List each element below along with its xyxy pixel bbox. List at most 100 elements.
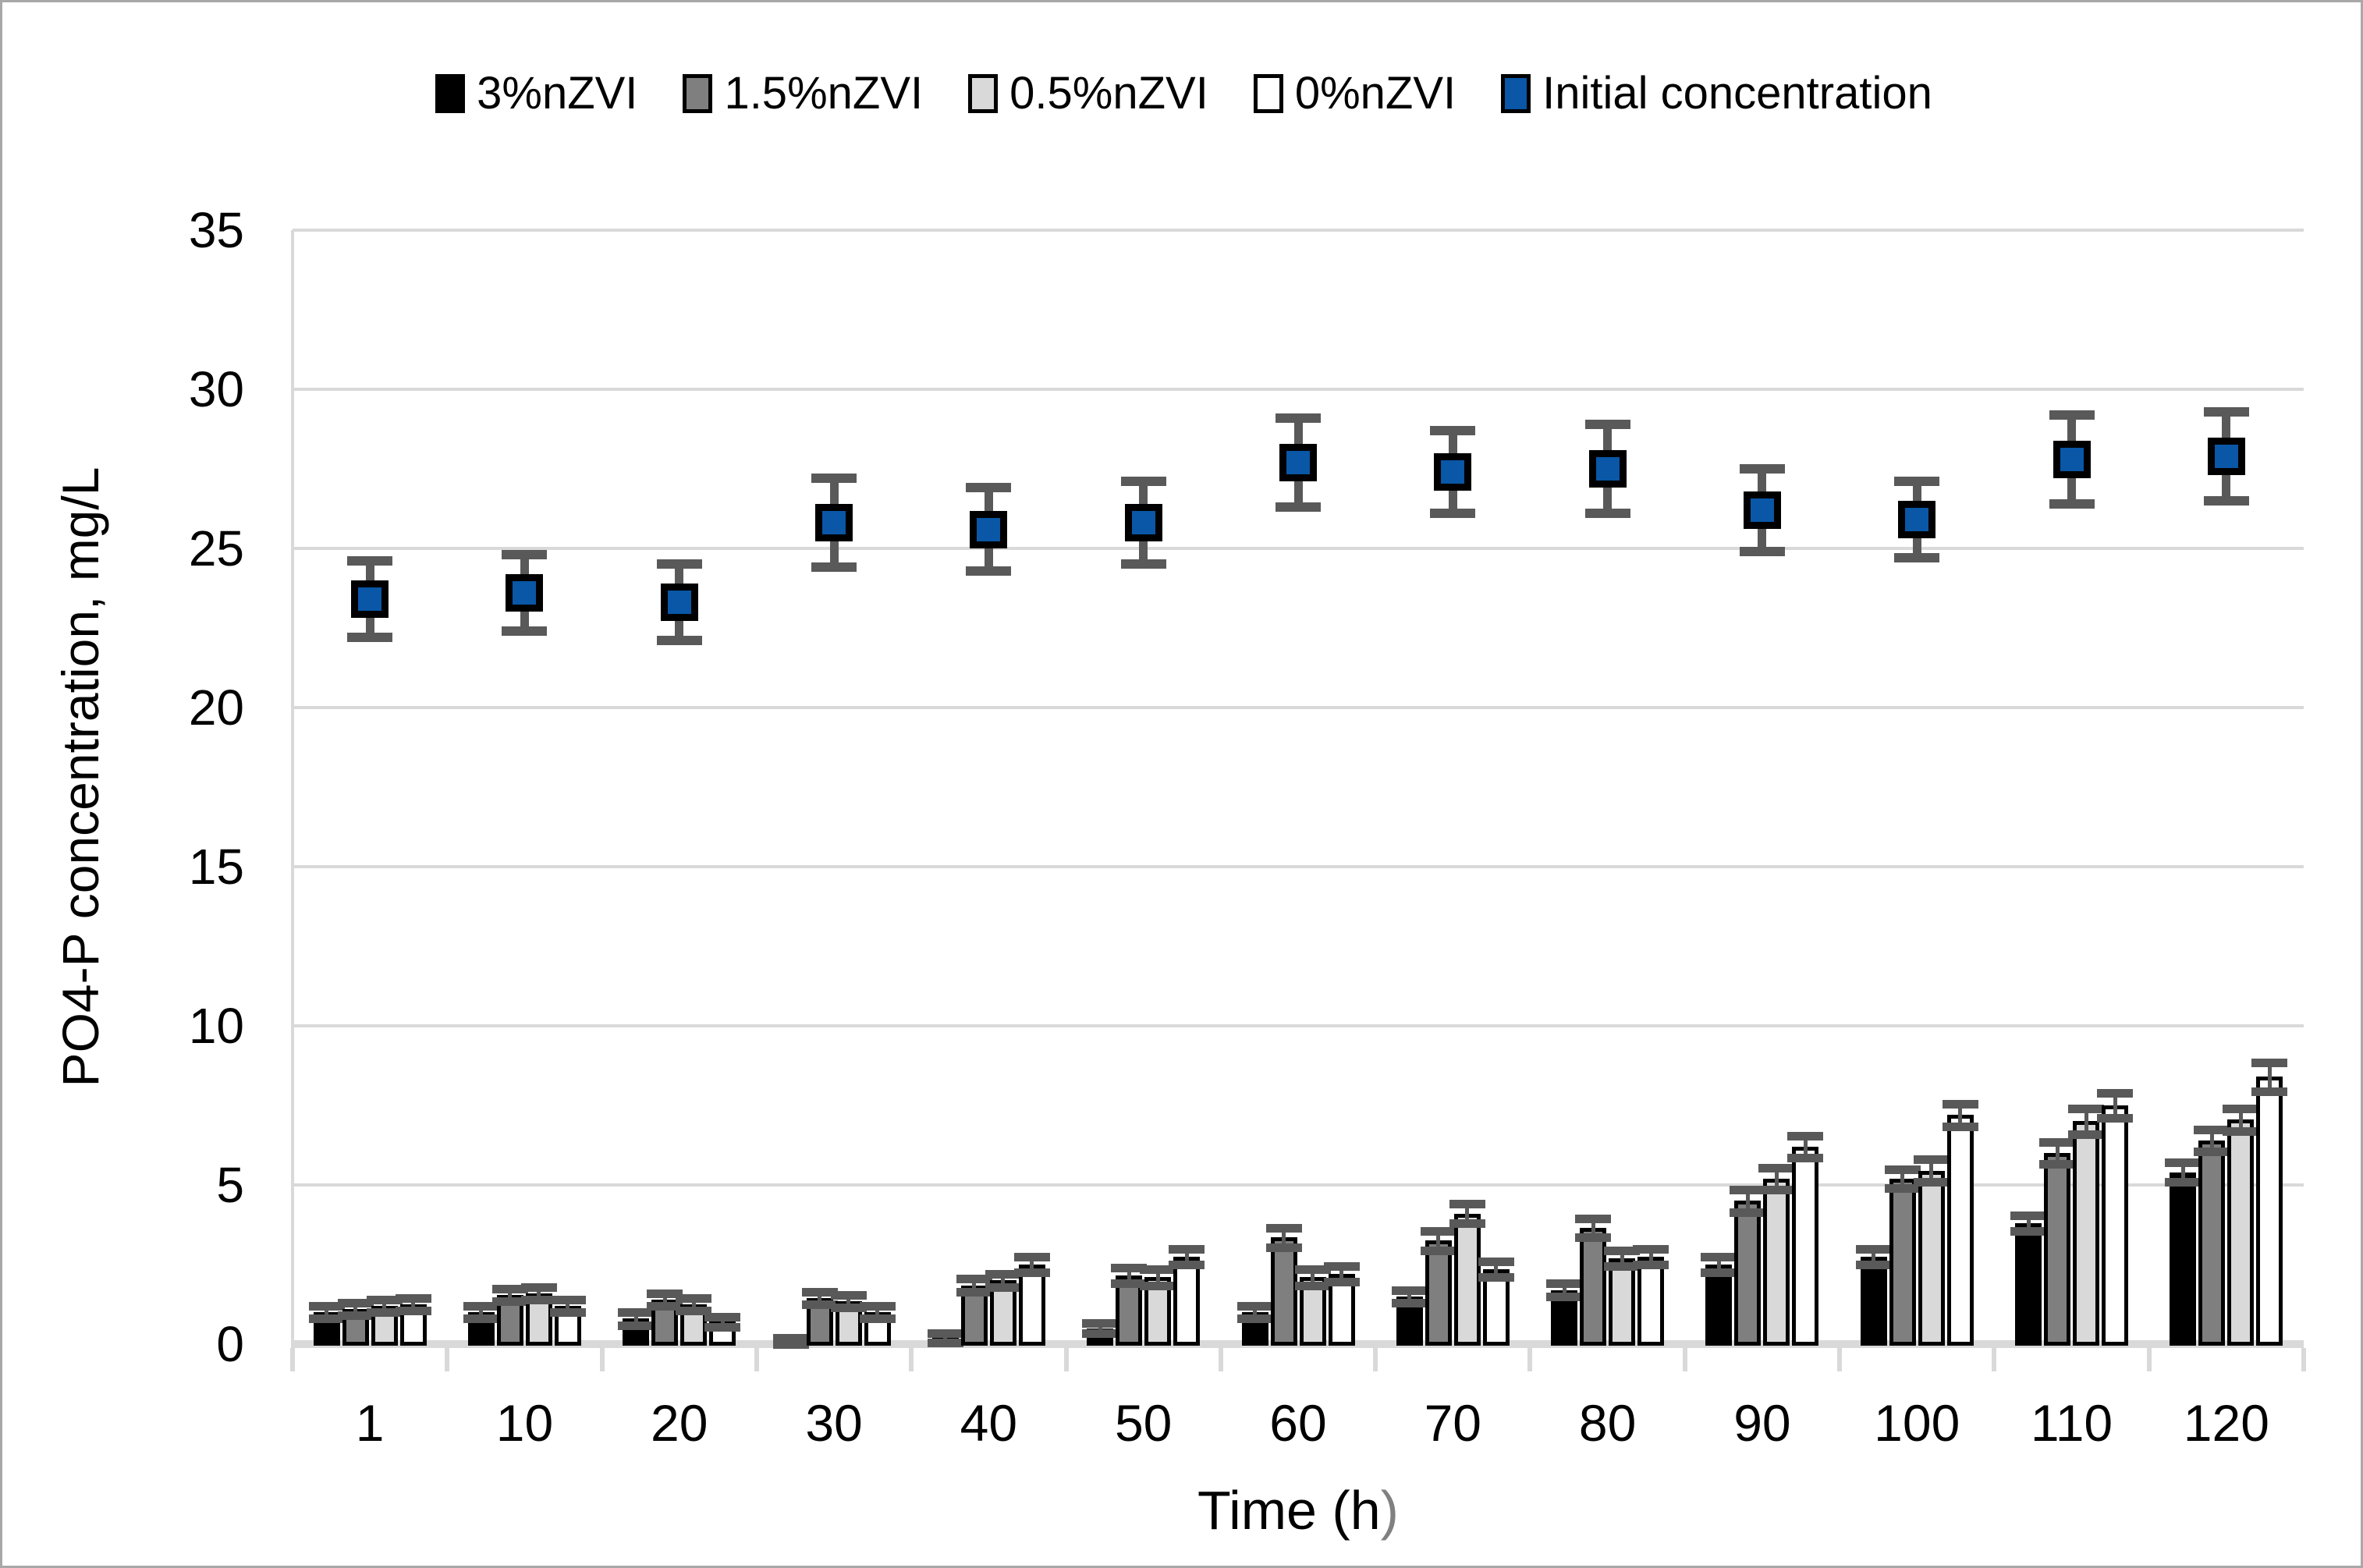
error-cap-top-0-5-nzvi-t1 — [366, 1295, 403, 1304]
initial-conc-cap-bottom-t80 — [1584, 509, 1630, 519]
error-cap-top-1-5-nzvi-t1 — [337, 1298, 374, 1307]
error-cap-top-0-nzvi-t80 — [1633, 1244, 1669, 1254]
error-cap-top-0-5-nzvi-t100 — [1913, 1155, 1950, 1165]
error-cap-bottom-3-nzvi-t60 — [1236, 1314, 1273, 1324]
legend-label-3pct-nzvi: 3%nZVI — [477, 68, 638, 119]
legend-swatch-3pct-nzvi — [435, 74, 466, 113]
gridline-y-30 — [293, 388, 2304, 391]
bar-0-5-nzvi-t90 — [1763, 1178, 1790, 1346]
error-cap-top-1-5-nzvi-t50 — [1111, 1264, 1148, 1273]
legend-swatch-initial-concentration — [1501, 74, 1531, 113]
error-whisker-1-5-nzvi-t20 — [662, 1293, 667, 1307]
initial-conc-cap-top-t80 — [1584, 419, 1630, 429]
x-tick-mark-4 — [909, 1348, 914, 1371]
x-tick-mark-9 — [1682, 1348, 1687, 1371]
y-tick-label-20: 20 — [188, 679, 244, 736]
initial-conc-cap-bottom-t30 — [811, 562, 857, 573]
initial-conc-cap-top-t120 — [2203, 406, 2249, 417]
legend-item-0pct-nzvi: 0%nZVI — [1253, 68, 1456, 119]
error-cap-top-3-nzvi-t60 — [1236, 1302, 1273, 1311]
gridline-y-10 — [293, 1024, 2304, 1027]
error-whisker-0-nzvi-t50 — [1184, 1248, 1189, 1265]
error-cap-bottom-1-5-nzvi-t60 — [1265, 1243, 1302, 1252]
error-cap-bottom-0-5-nzvi-t1 — [366, 1308, 403, 1318]
x-tick-label-30: 30 — [805, 1394, 863, 1452]
error-cap-top-3-nzvi-t80 — [1546, 1279, 1583, 1289]
x-tick-label-60: 60 — [1269, 1394, 1327, 1452]
error-cap-top-0-5-nzvi-t20 — [676, 1293, 712, 1303]
error-cap-bottom-1-5-nzvi-t10 — [491, 1297, 528, 1306]
bar-0-nzvi-t70 — [1482, 1269, 1510, 1346]
error-cap-bottom-0-5-nzvi-t10 — [520, 1295, 557, 1304]
error-cap-top-0-nzvi-t20 — [704, 1313, 741, 1322]
legend-label-1-5pct-nzvi: 1.5%nZVI — [724, 68, 924, 119]
y-tick-label-30: 30 — [188, 361, 244, 417]
bar-0-nzvi-t40 — [1018, 1265, 1045, 1346]
x-tick-mark-0 — [290, 1348, 295, 1371]
bar-1-5-nzvi-t70 — [1425, 1240, 1452, 1346]
x-tick-mark-13 — [2301, 1348, 2306, 1371]
legend-swatch-0pct-nzvi — [1253, 74, 1283, 113]
error-cap-top-3-nzvi-t110 — [2010, 1211, 2047, 1220]
legend-label-0pct-nzvi: 0%nZVI — [1294, 68, 1456, 119]
error-whisker-1-5-nzvi-t120 — [2209, 1129, 2214, 1152]
initial-conc-cap-top-t90 — [1739, 464, 1785, 474]
error-whisker-3-nzvi-t60 — [1253, 1306, 1257, 1319]
legend-item-initial-concentration: Initial concentration — [1501, 71, 1932, 116]
initial-conc-marker-t120 — [2207, 437, 2245, 475]
gridline-y-25 — [293, 547, 2304, 550]
x-axis-title-main: Time (h — [1197, 1480, 1381, 1541]
error-whisker-0-5-nzvi-t10 — [537, 1286, 541, 1300]
bar-3-nzvi-t110 — [2015, 1222, 2042, 1346]
error-whisker-0-5-nzvi-t1 — [382, 1299, 387, 1313]
error-cap-bottom-3-nzvi-t90 — [1701, 1268, 1737, 1278]
error-cap-bottom-1-5-nzvi-t30 — [801, 1300, 838, 1309]
error-whisker-0-5-nzvi-t70 — [1465, 1204, 1470, 1223]
error-whisker-3-nzvi-t90 — [1716, 1256, 1721, 1273]
error-cap-top-0-nzvi-t70 — [1478, 1257, 1514, 1266]
error-cap-top-1-5-nzvi-t40 — [956, 1275, 992, 1284]
error-cap-top-0-5-nzvi-t10 — [520, 1282, 557, 1292]
initial-conc-cap-bottom-t20 — [656, 636, 702, 646]
error-cap-top-3-nzvi-t10 — [463, 1302, 499, 1311]
error-whisker-0-5-nzvi-t100 — [1929, 1159, 1934, 1182]
error-cap-bottom-0-nzvi-t40 — [1013, 1268, 1050, 1278]
bar-1-5-nzvi-t80 — [1580, 1228, 1607, 1346]
x-tick-label-10: 10 — [495, 1394, 554, 1452]
x-tick-mark-10 — [1837, 1348, 1843, 1371]
bar-1-5-nzvi-t110 — [2044, 1153, 2071, 1346]
error-cap-top-0-nzvi-t50 — [1169, 1244, 1205, 1254]
error-cap-bottom-0-nzvi-t80 — [1633, 1261, 1669, 1269]
error-whisker-3-nzvi-t100 — [1872, 1248, 1876, 1265]
error-cap-bottom-1-5-nzvi-t100 — [1884, 1184, 1921, 1194]
x-tick-label-110: 110 — [2030, 1394, 2113, 1452]
initial-conc-marker-t30 — [815, 504, 853, 542]
initial-conc-cap-top-t40 — [966, 483, 1012, 493]
error-whisker-1-5-nzvi-t110 — [2055, 1141, 2060, 1165]
error-cap-bottom-3-nzvi-t100 — [1855, 1261, 1892, 1269]
x-tick-mark-1 — [445, 1348, 450, 1371]
bar-0-5-nzvi-t110 — [2073, 1121, 2100, 1346]
error-cap-bottom-0-5-nzvi-t30 — [830, 1304, 867, 1313]
bar-1-5-nzvi-t120 — [2198, 1140, 2226, 1346]
error-whisker-0-nzvi-t10 — [566, 1299, 570, 1313]
error-whisker-0-5-nzvi-t50 — [1155, 1269, 1160, 1286]
error-whisker-0-nzvi-t80 — [1648, 1248, 1653, 1265]
error-cap-bottom-1-5-nzvi-t20 — [647, 1302, 683, 1311]
error-cap-top-3-nzvi-t1 — [308, 1302, 345, 1311]
error-cap-bottom-0-nzvi-t100 — [1942, 1122, 1978, 1131]
error-cap-bottom-0-5-nzvi-t80 — [1604, 1262, 1641, 1272]
error-whisker-0-5-nzvi-t90 — [1774, 1167, 1779, 1190]
error-cap-top-0-nzvi-t90 — [1787, 1131, 1824, 1141]
error-whisker-1-5-nzvi-t10 — [508, 1288, 513, 1301]
error-cap-bottom-0-nzvi-t50 — [1169, 1261, 1205, 1269]
initial-conc-cap-top-t10 — [502, 550, 548, 560]
x-tick-mark-3 — [754, 1348, 759, 1371]
x-axis-title-paren: ) — [1380, 1480, 1399, 1541]
error-cap-top-3-nzvi-t20 — [618, 1308, 655, 1318]
initial-conc-marker-t100 — [1898, 501, 1936, 539]
initial-conc-marker-t20 — [660, 584, 698, 622]
error-cap-top-1-5-nzvi-t70 — [1420, 1227, 1456, 1236]
bar-0-nzvi-t100 — [1946, 1115, 1974, 1346]
error-cap-top-0-nzvi-t60 — [1323, 1262, 1360, 1272]
